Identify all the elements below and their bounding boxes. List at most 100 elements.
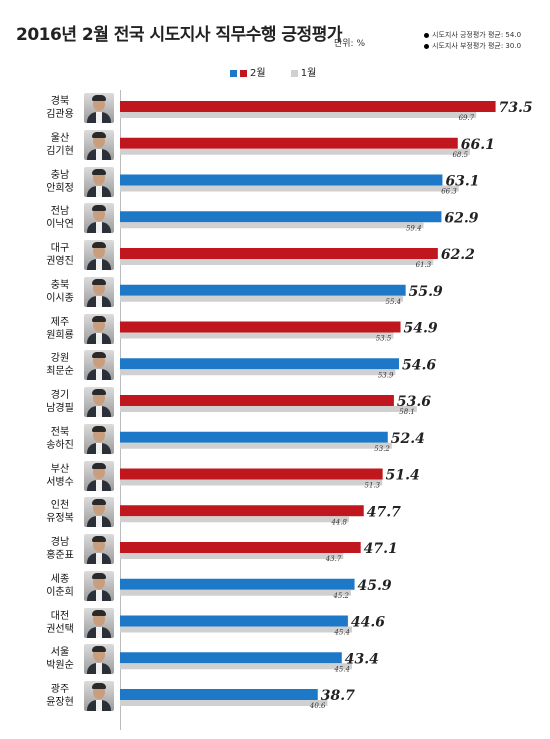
governor-photo [84, 276, 114, 307]
bar-feb [120, 468, 383, 480]
value-label-feb: 62.9 [444, 210, 478, 226]
bar-jan [120, 516, 349, 523]
governor-photo [84, 240, 114, 270]
value-label-feb: 53.6 [397, 394, 431, 410]
value-label-jan: 51.3 [365, 482, 381, 490]
row-label: 인천 유정복 [38, 499, 82, 525]
value-label-feb: 51.4 [386, 468, 420, 484]
bar-jan [120, 369, 396, 376]
legend-item-feb: 2월 [230, 68, 266, 79]
legend: 2월 1월 [230, 64, 338, 79]
region-label: 충남 [50, 169, 70, 181]
value-label-jan: 53.9 [378, 371, 394, 379]
avg-negative-note: 시도지사 부정평가 평균: 30.0 [424, 41, 521, 52]
bar-feb [120, 542, 361, 553]
bar-jan [120, 112, 477, 118]
governor-photo [84, 387, 114, 417]
region-label: 광주 [50, 684, 70, 695]
governor-name: 최문순 [46, 366, 74, 378]
bar-jan [120, 185, 459, 192]
region-label: 경남 [50, 537, 70, 548]
bar-feb [120, 505, 364, 517]
governor-name: 권선택 [46, 623, 74, 635]
value-label-jan: 45.4 [333, 665, 350, 673]
value-label-feb: 63.1 [445, 174, 479, 190]
value-label-feb: 47.7 [367, 504, 401, 520]
bar-jan [120, 553, 344, 559]
value-label-jan: 58.1 [399, 408, 415, 416]
value-label-feb: 47.1 [364, 541, 398, 557]
bar-feb [120, 652, 342, 664]
governor-photo [84, 681, 114, 711]
region-label: 세종 [50, 573, 70, 585]
bar-jan [120, 589, 351, 596]
governor-photo [84, 570, 114, 601]
value-label-jan: 55.4 [386, 298, 402, 306]
governor-name: 원희룡 [46, 329, 74, 341]
value-label-jan: 66.3 [441, 188, 457, 196]
governor-name: 박원순 [46, 660, 74, 672]
value-label-jan: 44.8 [330, 518, 347, 526]
bar-jan [120, 626, 352, 633]
region-label: 울산 [50, 132, 70, 144]
legend-item-jan: 1월 [290, 68, 316, 79]
governor-name: 이낙연 [46, 219, 74, 231]
governor-photo [84, 644, 114, 675]
governor-photo [84, 460, 114, 491]
value-label-feb: 52.4 [391, 431, 425, 447]
value-label-jan: 69.7 [459, 114, 475, 122]
governor-name: 송하진 [46, 439, 74, 451]
value-label-jan: 68.5 [452, 151, 468, 159]
row-label: 대구 권영진 [38, 242, 82, 268]
governor-name: 권영진 [46, 256, 74, 267]
row-label: 울산 김기현 [38, 132, 82, 158]
region-label: 부산 [50, 463, 70, 475]
governor-photo [84, 497, 114, 528]
governor-name: 홍준표 [46, 550, 74, 561]
region-label: 경기 [50, 390, 70, 401]
governor-photo [84, 166, 114, 197]
bar-feb [120, 689, 318, 700]
governor-photo [84, 423, 114, 454]
region-label: 강원 [50, 353, 70, 365]
row-label: 경북 김관용 [38, 95, 82, 121]
value-label-jan: 53.2 [374, 445, 390, 453]
governor-name: 안희정 [46, 182, 74, 194]
value-label-feb: 44.6 [351, 615, 385, 631]
value-label-feb: 54.6 [402, 357, 436, 373]
row-label: 부산 서병수 [38, 463, 82, 489]
governor-photo [84, 203, 114, 234]
bar-jan [120, 222, 424, 229]
governor-name: 남경필 [46, 403, 74, 414]
row-label: 전남 이낙연 [38, 205, 82, 231]
bar-jan [120, 148, 471, 155]
bar-jan [120, 332, 394, 339]
value-label-jan: 61.3 [416, 261, 432, 269]
row-label: 대전 권선택 [38, 610, 82, 636]
bar-feb [120, 321, 401, 333]
bullet-icon [424, 32, 429, 38]
row-label: 광주 윤장현 [38, 683, 82, 709]
value-label-jan: 53.5 [376, 335, 392, 343]
bullet-icon [424, 43, 429, 49]
governor-name: 이시종 [46, 292, 74, 304]
row-label: 강원 최문순 [38, 352, 82, 378]
region-label: 충북 [50, 279, 70, 291]
value-label-feb: 54.9 [404, 321, 438, 337]
governor-photo [84, 129, 114, 160]
bar-jan [120, 295, 404, 302]
region-label: 서울 [50, 647, 70, 659]
bar-feb [120, 431, 388, 443]
bar-jan [120, 442, 392, 449]
region-label: 대전 [50, 610, 70, 622]
governor-photo [84, 313, 114, 344]
row-label: 충북 이시종 [38, 279, 82, 305]
legend-swatch-red [240, 69, 247, 77]
value-label-jan: 45.4 [333, 629, 350, 637]
region-label: 인천 [50, 500, 70, 512]
governor-photo [84, 607, 114, 638]
row-label: 제주 원희룡 [38, 316, 82, 342]
governor-name: 유정복 [46, 513, 74, 525]
bar-jan [120, 700, 328, 706]
